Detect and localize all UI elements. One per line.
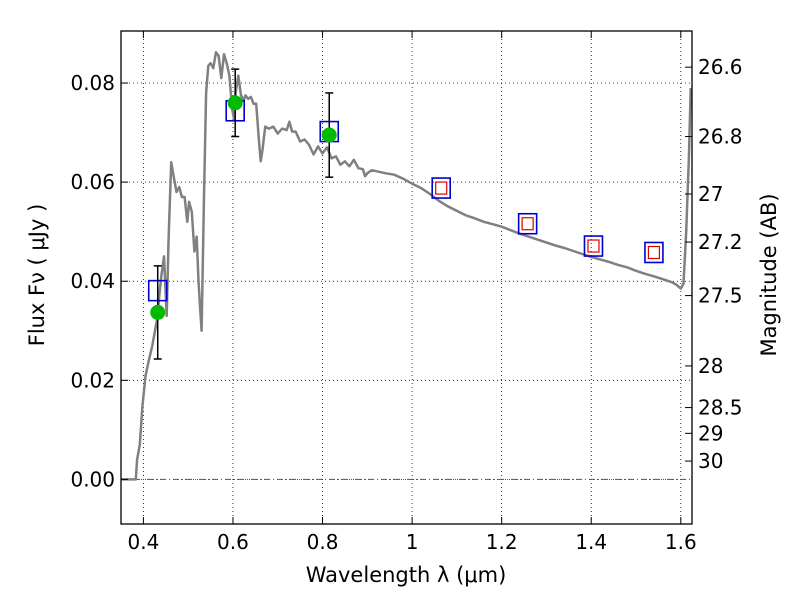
magnitude-tick-label: 27.2: [698, 230, 743, 254]
model-flux-box-inner: [647, 245, 661, 260]
model-flux-box: [517, 212, 538, 235]
x-tick-label: 0.6: [217, 530, 249, 554]
magnitude-tick-label: 28: [698, 354, 723, 378]
magnitude-tick-label: 29: [698, 421, 723, 445]
magnitude-tick-label: 27: [698, 182, 723, 206]
observed-flux-point: [227, 95, 243, 111]
observed-flux-points: [150, 95, 337, 320]
model-flux-box-inner: [587, 239, 600, 253]
x-tick-label: 1: [406, 530, 419, 554]
observed-flux-point: [150, 304, 166, 320]
y-tick-label: 0.00: [70, 467, 115, 491]
x-tick-label: 0.8: [307, 530, 339, 554]
right-axis-label: Magnitude (AB): [757, 193, 781, 356]
y-axis-ticks: 0.00 0.02 0.04 0.06 0.08: [70, 71, 128, 491]
model-spectrum: [121, 51, 692, 481]
x-tick-label: 1.4: [575, 530, 607, 554]
model-flux-box-inner: [435, 181, 448, 195]
x-tick-label: 1.2: [486, 530, 518, 554]
model-spectrum-line: [121, 51, 692, 481]
model-flux-box: [583, 235, 604, 257]
magnitude-tick-label: 26.8: [698, 125, 743, 149]
y-tick-label: 0.02: [70, 368, 115, 392]
x-axis-label: Wavelength λ (μm): [306, 563, 507, 587]
magnitude-tick-label: 27.5: [698, 284, 743, 308]
right-axis-ticks: 26.6 26.8 27 27.2 27.5 28 28.529 30: [685, 55, 743, 473]
y-axis-label: Flux Fν ( μJy ): [25, 204, 49, 347]
plot-frame: [120, 30, 693, 525]
y-tick-label: 0.06: [70, 170, 115, 194]
x-tick-label: 0.4: [127, 530, 159, 554]
y-tick-label: 0.08: [70, 71, 115, 95]
model-flux-box: [431, 177, 452, 199]
magnitude-tick-label: 26.6: [698, 55, 743, 79]
model-flux-box: [644, 241, 664, 264]
observed-flux-point: [321, 127, 337, 143]
y-tick-label: 0.04: [70, 269, 115, 293]
model-flux-markers: [147, 99, 664, 302]
x-axis-ticks: 0.4 0.6 0.8 1 1.2 1.4 1.6: [127, 31, 697, 554]
model-flux-box-inner: [521, 217, 534, 231]
magnitude-tick-label: 30: [698, 449, 723, 473]
x-tick-label: 1.6: [665, 530, 697, 554]
magnitude-tick-label: 28.5: [698, 396, 743, 420]
